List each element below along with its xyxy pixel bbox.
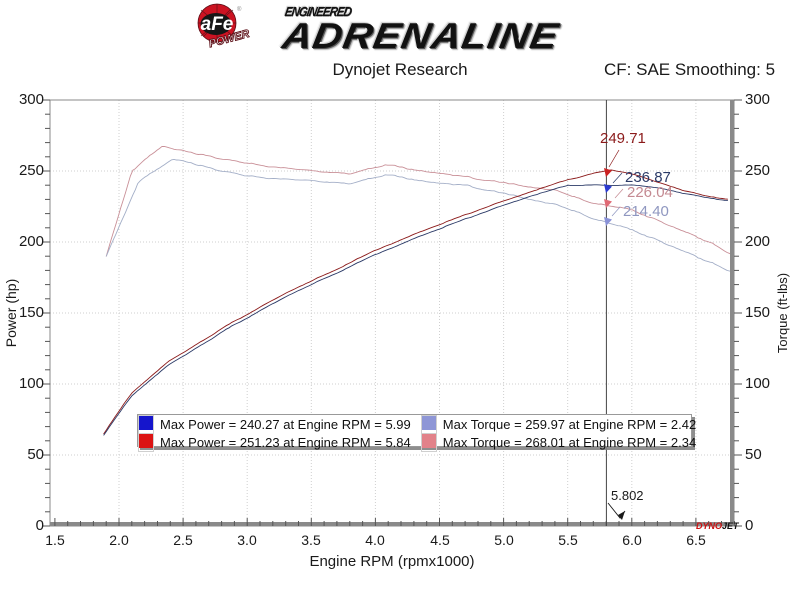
svg-text:250: 250 <box>745 162 770 179</box>
svg-text:Torque (ft-lbs): Torque (ft-lbs) <box>775 273 790 353</box>
svg-text:2.0: 2.0 <box>109 532 129 548</box>
svg-text:249.71: 249.71 <box>600 130 646 147</box>
svg-text:1.5: 1.5 <box>45 532 65 548</box>
svg-text:100: 100 <box>19 375 44 392</box>
svg-text:300: 300 <box>19 91 44 108</box>
svg-text:6.0: 6.0 <box>622 532 642 548</box>
svg-text:150: 150 <box>19 304 44 321</box>
svg-text:0: 0 <box>745 517 753 534</box>
svg-text:Engine RPM (rpmx1000): Engine RPM (rpmx1000) <box>309 553 474 570</box>
svg-text:4.0: 4.0 <box>365 532 385 548</box>
svg-text:50: 50 <box>27 446 44 463</box>
svg-text:3.0: 3.0 <box>237 532 257 548</box>
svg-text:5.0: 5.0 <box>494 532 514 548</box>
svg-text:250: 250 <box>19 162 44 179</box>
svg-text:300: 300 <box>745 91 770 108</box>
svg-text:50: 50 <box>745 446 762 463</box>
svg-text:214.40: 214.40 <box>623 203 669 220</box>
svg-text:226.04: 226.04 <box>627 184 673 201</box>
svg-text:Power (hp): Power (hp) <box>3 279 19 347</box>
svg-text:DYNOJET: DYNOJET <box>696 521 740 531</box>
svg-text:4.5: 4.5 <box>430 532 450 548</box>
svg-text:200: 200 <box>19 233 44 250</box>
svg-text:150: 150 <box>745 304 770 321</box>
svg-text:100: 100 <box>745 375 770 392</box>
svg-text:3.5: 3.5 <box>301 532 321 548</box>
svg-text:5.5: 5.5 <box>558 532 578 548</box>
svg-text:200: 200 <box>745 233 770 250</box>
svg-text:2.5: 2.5 <box>173 532 193 548</box>
svg-text:0: 0 <box>36 517 44 534</box>
svg-text:6.5: 6.5 <box>686 532 706 548</box>
svg-text:5.802: 5.802 <box>611 488 644 503</box>
